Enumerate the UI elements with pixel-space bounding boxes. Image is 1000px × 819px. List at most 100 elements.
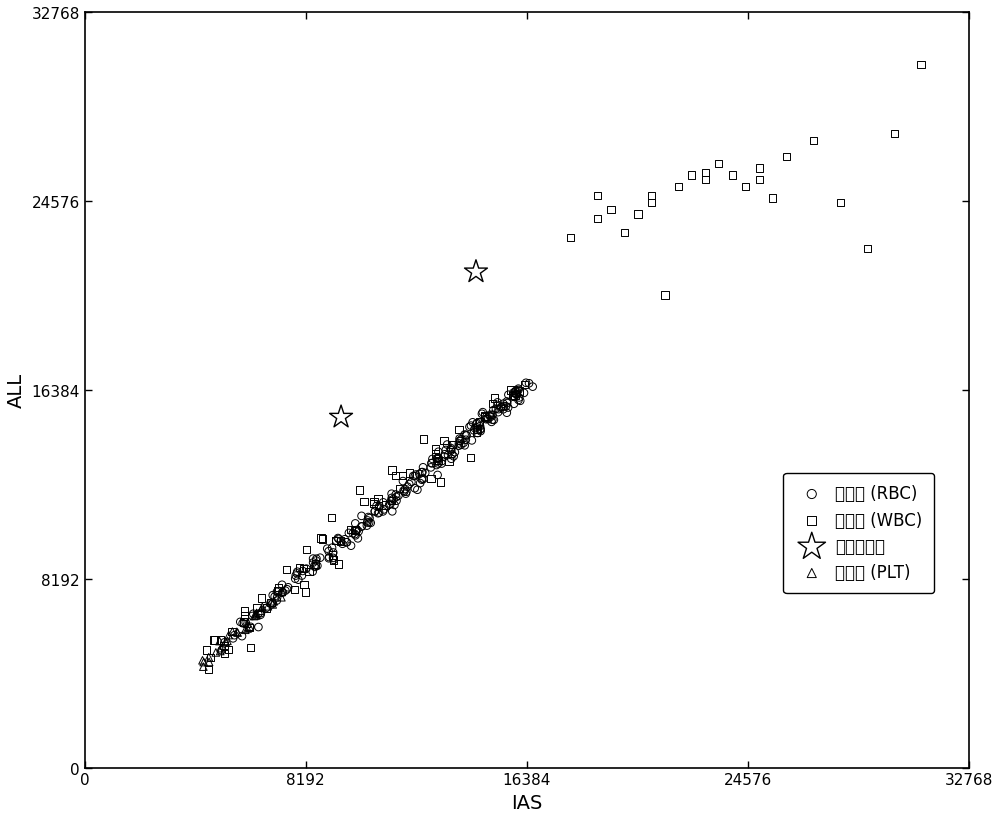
红细胞 (RBC) [475,406,491,419]
红细胞 (RBC) [499,397,515,410]
红细胞 (RBC) [500,401,516,414]
红细胞 (RBC) [469,417,485,430]
红细胞 (RBC) [430,457,446,470]
红细胞 (RBC) [306,560,322,573]
白细胞 (WBC) [201,663,217,676]
白细胞 (WBC) [301,565,317,578]
红细胞 (RBC) [474,408,490,421]
红细胞 (RBC) [367,505,383,518]
红细胞 (RBC) [467,422,483,435]
红细胞 (RBC) [287,572,303,586]
白细胞 (WBC) [243,641,259,654]
红细胞 (RBC) [525,381,541,394]
血小板 (PLT) [213,642,229,655]
白细胞 (WBC) [511,385,527,398]
白细胞 (WBC) [395,469,411,482]
红细胞 (RBC) [385,493,401,506]
红细胞 (RBC) [347,518,363,531]
红细胞 (RBC) [384,505,400,518]
红细胞 (RBC) [269,591,285,604]
白细胞 (WBC) [430,455,446,468]
红细胞 (RBC) [396,486,412,499]
白细胞 (WBC) [384,495,400,508]
白细胞 (WBC) [299,543,315,556]
白细胞 (WBC) [589,190,605,203]
红细胞 (RBC) [478,413,494,426]
红细胞 (RBC) [479,410,495,423]
非细胞事件 [333,411,349,424]
白细胞 (WBC) [207,634,223,647]
红细胞 (RBC) [331,532,347,545]
血小板 (PLT) [249,607,265,620]
红细胞 (RBC) [359,519,375,532]
红细胞 (RBC) [457,428,473,441]
血小板 (PLT) [219,635,235,648]
非细胞事件 [468,266,484,279]
血小板 (PLT) [201,655,217,668]
红细胞 (RBC) [434,455,450,468]
红细胞 (RBC) [440,449,456,462]
红细胞 (RBC) [429,455,445,468]
白细胞 (WBC) [392,482,408,495]
血小板 (PLT) [196,656,212,669]
白细胞 (WBC) [370,492,386,505]
红细胞 (RBC) [471,417,487,430]
红细胞 (RBC) [482,409,498,422]
红细胞 (RBC) [480,413,496,426]
白细胞 (WBC) [332,535,348,548]
红细胞 (RBC) [511,391,527,405]
红细胞 (RBC) [443,444,459,457]
红细胞 (RBC) [508,388,524,401]
白细胞 (WBC) [469,423,485,437]
红细胞 (RBC) [430,452,446,465]
红细胞 (RBC) [238,616,254,629]
红细胞 (RBC) [439,438,455,451]
红细胞 (RBC) [294,569,310,582]
白细胞 (WBC) [202,651,218,664]
红细胞 (RBC) [383,495,399,508]
白细胞 (WBC) [270,584,286,597]
红细胞 (RBC) [319,542,335,555]
血小板 (PLT) [218,636,234,649]
红细胞 (RBC) [325,552,341,565]
白细胞 (WBC) [562,232,578,245]
白细胞 (WBC) [253,592,269,605]
红细胞 (RBC) [333,535,349,548]
红细胞 (RBC) [338,536,354,549]
红细胞 (RBC) [507,385,523,398]
红细胞 (RBC) [461,421,477,434]
红细胞 (RBC) [415,461,431,474]
红细胞 (RBC) [269,586,285,599]
Y-axis label: ALL: ALL [7,373,26,408]
白细胞 (WBC) [432,476,448,489]
白细胞 (WBC) [516,378,532,391]
红细胞 (RBC) [485,404,501,417]
白细胞 (WBC) [213,634,229,647]
红细胞 (RBC) [411,468,427,481]
白细胞 (WBC) [296,578,312,591]
血小板 (PLT) [240,622,256,636]
红细胞 (RBC) [384,491,400,505]
红细胞 (RBC) [484,414,500,427]
红细胞 (RBC) [326,554,342,567]
白细胞 (WBC) [323,511,339,524]
白细胞 (WBC) [697,167,713,180]
红细胞 (RBC) [454,433,470,446]
红细胞 (RBC) [308,553,324,566]
红细胞 (RBC) [289,568,305,581]
血小板 (PLT) [247,609,263,622]
红细胞 (RBC) [226,629,242,642]
红细胞 (RBC) [446,450,462,464]
红细胞 (RBC) [412,477,428,490]
红细胞 (RBC) [307,561,323,574]
血小板 (PLT) [208,646,224,659]
白细胞 (WBC) [751,174,767,187]
红细胞 (RBC) [495,398,511,411]
红细胞 (RBC) [232,616,248,629]
白细胞 (WBC) [423,473,439,486]
红细胞 (RBC) [388,488,404,501]
红细胞 (RBC) [235,617,251,630]
白细胞 (WBC) [886,128,902,141]
白细胞 (WBC) [589,213,605,226]
白细胞 (WBC) [738,181,754,194]
